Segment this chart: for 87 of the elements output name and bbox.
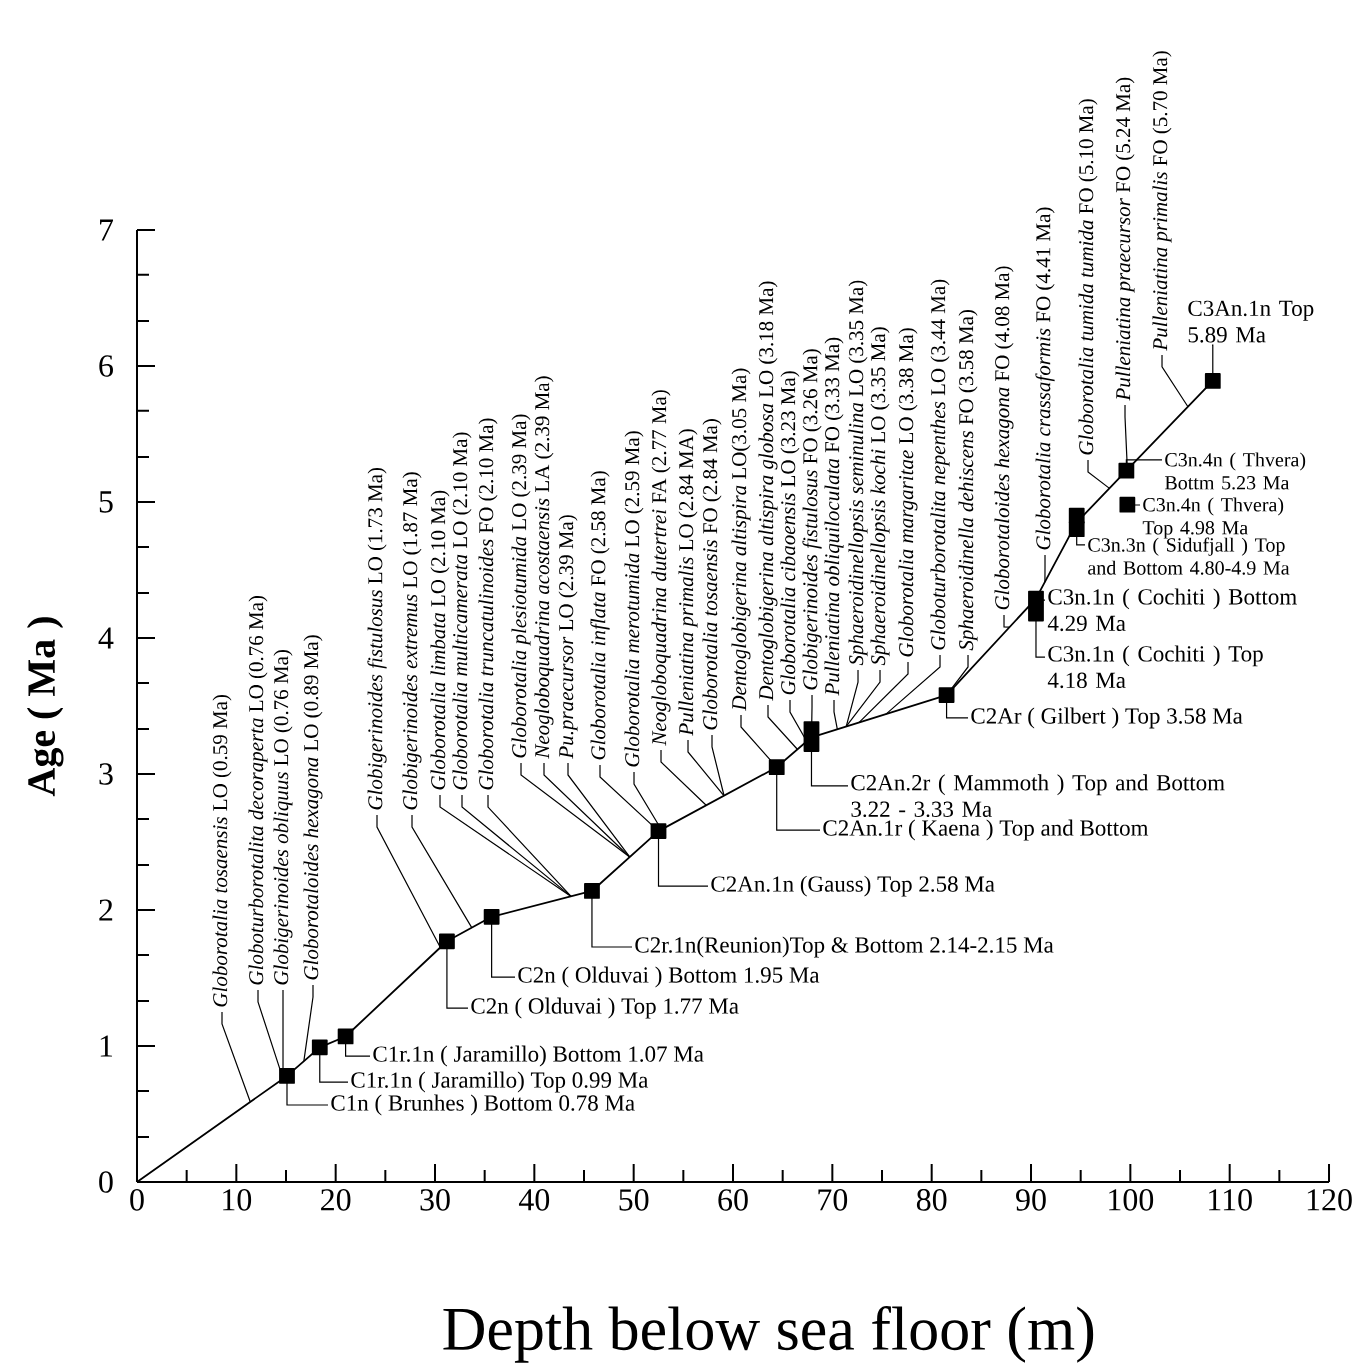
annotation: Globorotalia truncatulinoides FO (2.10 Ma): [478, 418, 498, 790]
point: [1028, 605, 1044, 622]
y-tick-label: 4: [98, 627, 114, 649]
x-tick-label: 40: [518, 1189, 550, 1211]
annotation: Globorotalia multicamerata LO (2.10 Ma): [452, 432, 472, 790]
annotation: C2Ar ( Gilbert ) Top 3.58 Ma: [971, 707, 1243, 729]
annotation: Globorotalia crassaformis FO (4.41 Ma): [1035, 207, 1055, 550]
annotation: C1n ( Brunhes ) Bottom 0.78 Ma: [331, 1094, 635, 1116]
annotation: Globigerinoides fistulosus LO (1.73 Ma): [367, 467, 387, 810]
annotation: Globoturborotalita nepenthes LO (3.44 Ma): [930, 279, 950, 650]
annotation: Globigerinoides obliquus LO (0.76 Ma): [273, 650, 293, 985]
x-tick-label: 70: [818, 1189, 848, 1211]
annotation: C2n ( Olduvai ) Top 1.77 Ma: [471, 997, 739, 1019]
point: [1118, 462, 1135, 479]
annotation: Globorotalia plesiotumida LO (2.39 Ma): [511, 414, 531, 758]
point: [803, 721, 820, 738]
annotation: C2An.1r ( Kaena ) Top and Bottom: [823, 819, 1149, 841]
annotation: Globorotalia cibaoensis LO (3.23 Ma): [780, 371, 800, 695]
point: [768, 759, 785, 776]
annotation: Globigerinoides fistulosus FO (3.26 Ma): [802, 349, 822, 690]
point: [1028, 590, 1044, 607]
annotation: Globorotaloides hexagona FO (4.08 Ma): [994, 266, 1014, 610]
annotation: C1r.1n ( Jaramillo) Bottom 1.07 Ma: [373, 1045, 704, 1067]
annotation: Globorotalia merotumida LO (2.59 Ma): [624, 431, 644, 767]
point: [803, 736, 820, 752]
annotation: Globorotaloides hexagona LO (0.89 Ma): [303, 635, 323, 980]
x-tick-label: 60: [718, 1189, 748, 1211]
x-tick-label: 90: [1016, 1189, 1046, 1211]
annotation: C3n.1n ( Cochiti ) Top 4.18 Ma: [1047, 645, 1263, 689]
point: [938, 687, 955, 704]
annotation: Neogloboquadrina acostaensis LA (2.39 Ma): [534, 376, 554, 759]
annotation: C3An.1n Top 5.89 Ma: [1188, 300, 1314, 343]
point: [439, 933, 455, 950]
annotation: C2An.1n (Gauss) Top 2.58 Ma: [711, 875, 995, 897]
annotation: Pulleniatina obliquiloculata FO (3.33 Ma): [824, 337, 844, 696]
point: [650, 823, 667, 840]
annotation: Pu.praecursor LO (2.39 Ma): [558, 515, 578, 759]
annotation: Globorotalia inflata FO (2.58 Ma): [590, 471, 610, 760]
annotation: Neogloboquadrina dutertrei FA (2.77 Ma): [651, 390, 671, 746]
annotation: Sphaeroidinellopsis seminulina LO (3.35 Ma): [848, 280, 868, 666]
annotation: Sphaeroidinellopsis kochi LO (3.35 Ma): [870, 327, 890, 666]
y-tick-label: 1: [100, 1035, 113, 1057]
annotation: Globorotalia tumida tumida FO (5.10 Ma): [1078, 99, 1098, 455]
x-tick-label: 80: [916, 1189, 947, 1211]
annotation: C2An.2r ( Mammoth ) Top and Bottom 3.22 - 3.33 Ma: [851, 774, 1225, 818]
point: [1119, 496, 1136, 513]
annotation: C3n.1n ( Cochiti ) Bottom 4.29 Ma: [1047, 588, 1297, 632]
annotation: Dentoglobigerina altispira LO(3.05 Ma): [731, 368, 751, 711]
point: [279, 1068, 295, 1084]
annotation: Globigerinoides extremus LO (1.87 Ma): [402, 472, 422, 810]
point: [584, 883, 600, 899]
x-tick-label: 10: [223, 1189, 252, 1211]
x-tick-label: 100: [1109, 1189, 1154, 1211]
point: [311, 1039, 328, 1056]
y-tick-label: 2: [99, 899, 113, 921]
x-tick-label: 30: [420, 1189, 450, 1211]
annotation: Globoturborotalita decoraperta LO (0.76 Ma): [248, 595, 268, 985]
annotation: C2r.1n(Reunion)Top & Bottom 2.14-2.15 Ma: [635, 936, 1054, 958]
annotation: Pulleniatina primalis LO (2.84 MA): [678, 429, 698, 736]
y-tick-label: 7: [100, 219, 114, 241]
annotation: C3n.4n ( Thvera) Bottm 5.23 Ma: [1164, 452, 1306, 490]
annotation: Sphaeroidinella dehiscens FO (3.58 Ma): [958, 310, 978, 651]
annotation: Pulleniatina praecursor FO (5.24 Ma): [1115, 77, 1135, 401]
annotation: Globorotalia margaritae LO (3.38 Ma): [898, 328, 918, 657]
annotation: Dentoglobigerina altispira globosa LO (3.18 Ma): [758, 281, 778, 701]
y-tick-label: 3: [99, 763, 113, 785]
point: [483, 908, 500, 925]
x-tick-label: 0: [130, 1189, 144, 1211]
annotation: Globorotalia tosaensis FO (2.84 Ma): [702, 419, 722, 730]
annotation: C1r.1n ( Jaramillo) Top 0.99 Ma: [351, 1071, 649, 1093]
annotation: Globorotalia limbata LO (2.10 Ma): [430, 490, 450, 790]
point: [337, 1028, 354, 1045]
x-axis-title: Depth below sea floor (m): [443, 1305, 1094, 1363]
x-tick-label: 50: [619, 1189, 649, 1211]
y-tick-label: 0: [99, 1171, 113, 1193]
y-tick-label: 6: [99, 355, 113, 377]
x-tick-label: 20: [321, 1189, 351, 1211]
annotation: C2n ( Olduvai ) Bottom 1.95 Ma: [518, 966, 820, 988]
x-tick-label: 110: [1209, 1189, 1252, 1211]
x-tick-label: 120: [1307, 1189, 1352, 1211]
y-tick-label: 5: [99, 491, 113, 513]
annotation: Globorotalia tosaensis LO (0.59 Ma): [212, 694, 232, 1007]
point: [1068, 507, 1085, 524]
point: [1068, 521, 1085, 538]
annotation: Pulleniatina primalis FO (5.70 Ma): [1152, 51, 1172, 351]
point: [1204, 373, 1221, 389]
y-axis-title: Age ( Ma ): [26, 617, 64, 797]
